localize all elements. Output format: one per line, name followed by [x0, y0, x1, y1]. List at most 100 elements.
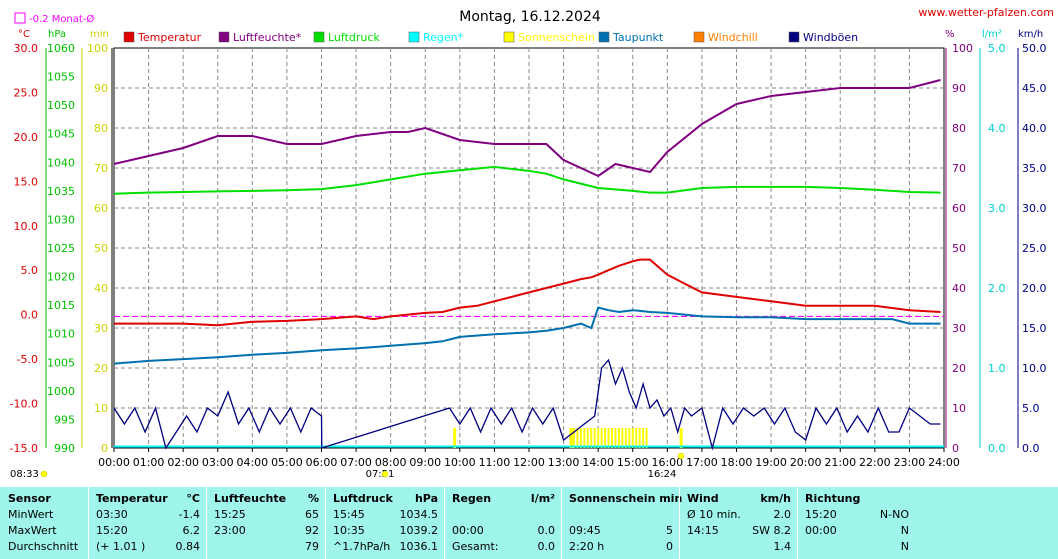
unit-pressure: hPa: [48, 29, 66, 40]
wind-axis-tick: 45.0: [1022, 82, 1047, 95]
percent-axis-tick: 40: [952, 282, 966, 295]
legend-swatch: [313, 31, 325, 43]
legend-swatch: [693, 31, 705, 43]
stats-header: l/m²: [530, 492, 555, 505]
stats-cell: N: [900, 540, 909, 553]
wind-axis-tick: 25.0: [1022, 242, 1047, 255]
x-tick-label: 19:00: [755, 456, 787, 469]
legend-label: Regen*: [423, 31, 464, 44]
temp-axis-tick: 25.0: [14, 86, 39, 99]
pressure-axis-tick: 1005: [47, 356, 75, 369]
x-tick-label: 11:00: [479, 456, 511, 469]
stats-cell: 23:00: [214, 524, 246, 537]
sunset-time: 16:24: [648, 469, 677, 480]
x-tick-label: 00:00: [98, 456, 130, 469]
percent-axis-tick: 100: [952, 42, 973, 55]
series-temperatur: [114, 258, 941, 327]
x-tick-label: 16:00: [651, 456, 683, 469]
stats-cell: 79: [305, 540, 319, 553]
stats-header: Sensor: [8, 492, 51, 505]
stats-cell: ^1.7hPa/h: [333, 540, 391, 553]
stats-cell: 0.0: [537, 524, 556, 537]
x-tick-label: 15:00: [617, 456, 649, 469]
temp-axis-tick: -15.0: [10, 442, 38, 455]
stats-separator: [206, 487, 207, 559]
pressure-axis-tick: 1015: [47, 299, 75, 312]
wind-axis-tick: 10.0: [1022, 362, 1047, 375]
rain-axis-tick: 3.0: [988, 202, 1006, 215]
legend-label: Taupunkt: [612, 31, 664, 44]
stats-cell: 1034.5: [399, 508, 439, 521]
stats-separator: [325, 487, 326, 559]
x-tick-label: 18:00: [721, 456, 753, 469]
x-tick-label: 20:00: [790, 456, 822, 469]
stats-group: Wind km/h Ø 10 min. 2.0 14:15 SW 8.2 1.4: [679, 487, 797, 559]
sunset-icon: [677, 452, 685, 460]
stats-group: Sonnenschein min 09:45 5 2:20 h 0: [561, 487, 682, 559]
site-link[interactable]: www.wetter-pfalzen.com: [918, 6, 1054, 19]
stats-cell: Durchschnitt: [8, 540, 79, 553]
legend-swatch: [598, 31, 610, 43]
stats-cell: 2:20 h: [569, 540, 605, 553]
x-tick-label: 05:00: [271, 456, 303, 469]
x-tick-label: 07:00: [340, 456, 372, 469]
month-avg-label: -0.2 Monat-Ø: [29, 13, 94, 25]
stats-group: Regen l/m² 00:00 0.0 Gesamt: 0.0: [444, 487, 561, 559]
stats-header: °C: [186, 492, 200, 505]
x-tick-label: 01:00: [133, 456, 165, 469]
stats-cell: 0.0: [537, 540, 556, 553]
legend-label: Windböen: [803, 31, 858, 44]
sunrise-icon: [381, 470, 389, 478]
rain-axis-tick: 4.0: [988, 122, 1006, 135]
unit-minutes: min: [90, 29, 109, 40]
temp-axis-tick: 15.0: [14, 175, 39, 188]
x-tick-label: 09:00: [409, 456, 441, 469]
legend-label: Windchill: [708, 31, 758, 44]
legend-swatch: [788, 31, 800, 43]
minutes-axis-tick: 20: [94, 362, 108, 375]
x-tick-label: 10:00: [444, 456, 476, 469]
pressure-axis-tick: 1020: [47, 271, 75, 284]
stats-cell: 2.0: [773, 508, 792, 521]
temp-axis-tick: 30.0: [14, 42, 39, 55]
chart-title: Montag, 16.12.2024: [459, 9, 601, 25]
x-tick-label: 22:00: [859, 456, 891, 469]
wind-axis-tick: 35.0: [1022, 162, 1047, 175]
stats-table: Sensor MinWert MaxWert Durchschnitt Temperat…: [0, 487, 1058, 559]
temp-axis-tick: 0.0: [21, 309, 39, 322]
stats-cell: -1.4: [178, 508, 200, 521]
x-tick-label: 13:00: [548, 456, 580, 469]
x-tick-label: 17:00: [686, 456, 718, 469]
stats-cell: 5: [666, 524, 673, 537]
unit-percent: %: [945, 29, 955, 40]
pressure-axis-tick: 1060: [47, 42, 75, 55]
percent-axis-tick: 70: [952, 162, 966, 175]
temp-axis-tick: -5.0: [17, 353, 38, 366]
month-avg-swatch: [14, 12, 26, 24]
stats-header: Luftdruck: [333, 492, 393, 505]
stats-header: Wind: [687, 492, 719, 505]
stats-cell: 15:20: [805, 508, 837, 521]
pressure-axis-tick: 1030: [47, 213, 75, 226]
percent-axis-tick: 0: [952, 442, 959, 455]
series-taupunkt: [113, 306, 941, 365]
stats-separator: [561, 487, 562, 559]
stats-group: Temperatur °C 03:30 -1.4 15:20 6.2 (+ 1.01 ) 0.…: [88, 487, 206, 559]
x-tick-label: 02:00: [167, 456, 199, 469]
stats-cell: 1.4: [773, 540, 792, 553]
x-tick-label: 03:00: [202, 456, 234, 469]
temp-axis-tick: -10.0: [10, 398, 38, 411]
stats-header: Luftfeuchte: [214, 492, 287, 505]
pressure-axis-tick: 1035: [47, 185, 75, 198]
stats-header: Temperatur: [96, 492, 168, 505]
stats-cell: Ø 10 min.: [687, 508, 741, 521]
series-luftfeuchte: [113, 79, 941, 178]
wind-axis-tick: 20.0: [1022, 282, 1047, 295]
daylength-start: 08:33: [10, 469, 39, 480]
plot-area: [113, 47, 945, 451]
legend-label: Luftdruck: [328, 31, 380, 44]
stats-separator: [88, 487, 89, 559]
percent-axis-tick: 80: [952, 122, 966, 135]
stats-cell: N-NO: [879, 508, 909, 521]
weather-chart: Montag, 16.12.2024 www.wetter-pfalzen.co…: [10, 6, 1054, 480]
